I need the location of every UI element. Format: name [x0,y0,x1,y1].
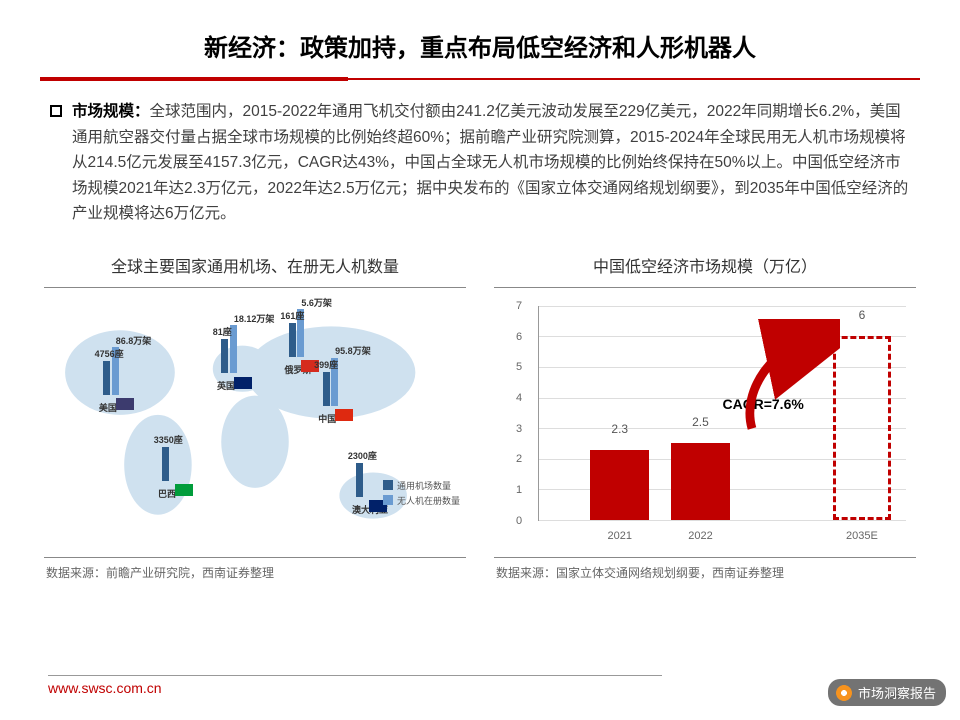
bullet-square-icon [50,105,62,117]
map-bar [221,339,228,373]
left-panel: 全球主要国家通用机场、在册无人机数量 4756座86.8万架美国 3350座巴西 8… [44,245,466,587]
slide-title: 新经济：政策加持，重点布局低空经济和人形机器人 [0,0,960,77]
map-value-label: 3350座 [154,433,183,446]
flag-icon [335,409,353,421]
map-value-label: 81座 [213,325,232,338]
bar-value-label: 2.5 [692,415,709,429]
left-panel-body: 4756座86.8万架美国 3350座巴西 81座18.12万架英国 161座5.6万… [44,288,466,558]
y-tick-label: 5 [516,361,522,373]
y-tick-label: 0 [516,515,522,527]
map-value-label: 18.12万架 [234,312,275,325]
map-bar [162,447,169,481]
chart-bar [671,443,730,519]
map-value-label: 399座 [314,358,338,371]
growth-arrow-icon [730,319,840,439]
footer-url: www.swsc.com.cn [48,675,662,696]
x-tick-label: 2035E [846,530,878,542]
x-tick-label: 2021 [607,530,631,542]
y-tick-label: 6 [516,331,522,343]
right-panel-title: 中国低空经济市场规模（万亿） [494,245,916,288]
body-text: 全球范围内，2015-2022年通用飞机交付额由241.2亿美元波动发展至229… [72,103,908,222]
map-value-label: 95.8万架 [335,344,371,357]
left-panel-title: 全球主要国家通用机场、在册无人机数量 [44,245,466,288]
map-value-label: 2300座 [348,449,377,462]
y-tick-label: 3 [516,423,522,435]
right-panel-footer: 数据来源：国家立体交通网络规划纲要，西南证券整理 [494,558,916,587]
flag-icon [234,377,252,389]
map-country-label: 中国 [318,412,336,425]
watermark-text: 市场洞察报告 [858,683,936,702]
right-panel-body: 2.320212.5202262035ECAGR=7.6% 01234567 [494,288,916,558]
y-tick-label: 7 [516,300,522,312]
chart-bar [833,336,892,519]
bar-value-label: 2.3 [611,422,628,436]
left-legend: 通用机场数量无人机在册数量 [383,477,460,509]
map-country-label: 巴西 [158,487,176,500]
watermark: 市场洞察报告 [828,679,946,706]
chart-bar [590,450,649,520]
x-tick-label: 2022 [688,530,712,542]
flag-icon [175,484,193,496]
map-bar [323,372,330,406]
y-tick-label: 1 [516,484,522,496]
y-tick-label: 4 [516,392,522,404]
map-value-label: 161座 [280,309,304,322]
map-value-label: 86.8万架 [116,334,152,347]
map-country-label: 英国 [217,379,235,392]
map-bar [356,463,363,497]
left-panel-footer: 数据来源：前瞻产业研究院，西南证券整理 [44,558,466,587]
body-paragraph: 市场规模：全球范围内，2015-2022年通用飞机交付额由241.2亿美元波动发… [50,99,910,227]
flag-icon [116,398,134,410]
y-tick-label: 2 [516,453,522,465]
right-panel: 中国低空经济市场规模（万亿） 2.320212.5202262035ECAGR=… [494,245,916,587]
bar-value-label: 6 [859,308,866,322]
map-country-label: 美国 [99,401,117,414]
map-value-label: 5.6万架 [301,296,332,309]
body-lead: 市场规模： [72,103,150,120]
eye-icon [836,685,852,701]
map-bar [289,323,296,357]
map-bar [103,361,110,395]
map-value-label: 4756座 [95,347,124,360]
title-underline [40,77,920,81]
